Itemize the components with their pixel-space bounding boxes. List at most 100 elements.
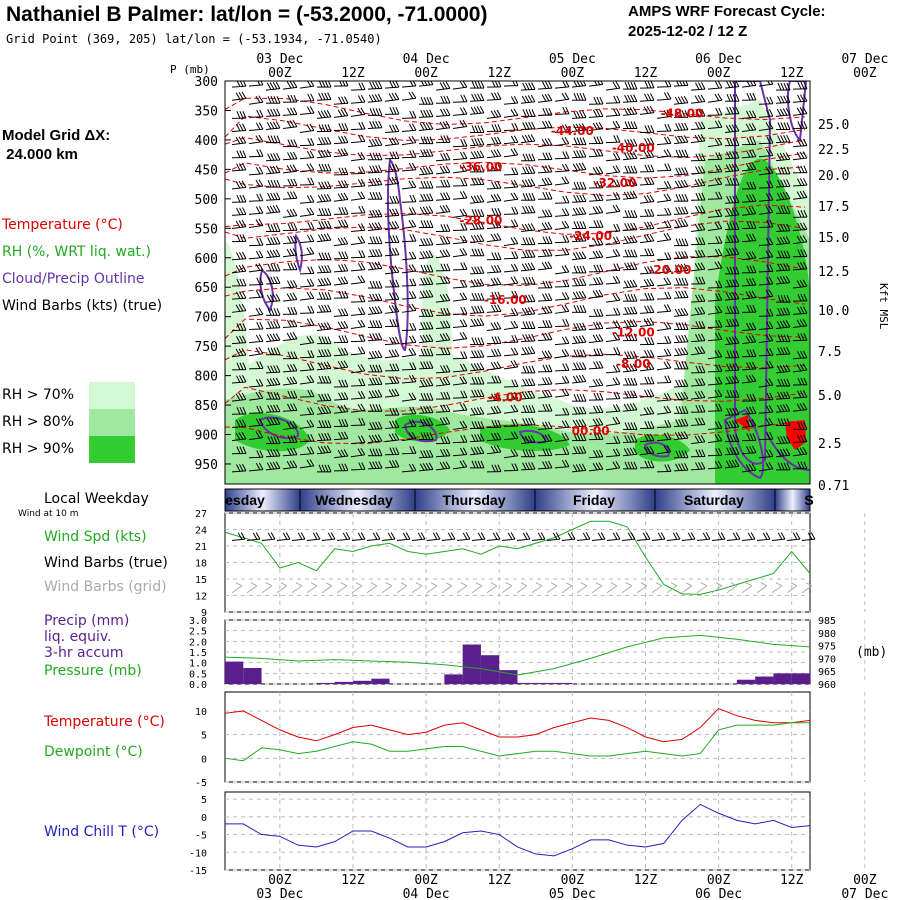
barb-flag (612, 377, 618, 385)
barb-flag (479, 362, 485, 370)
barb-flag (290, 262, 295, 270)
wind-barb (622, 178, 638, 187)
wind-barb (401, 374, 417, 384)
wind-barb (435, 436, 451, 445)
wind-barb (248, 250, 264, 260)
barb-staff (418, 116, 434, 118)
wind-barb (725, 266, 740, 275)
barb-flag (663, 136, 669, 144)
barb-flag (310, 93, 315, 101)
barb-flag (751, 290, 757, 298)
barb-flag (751, 206, 757, 214)
barb-flag (542, 120, 547, 129)
barb-flag (777, 95, 782, 104)
barb-flag (666, 232, 672, 240)
barb-flag (309, 234, 315, 242)
barb-staff (588, 115, 604, 118)
barb-flag (426, 450, 431, 458)
barb-flag (667, 464, 672, 472)
barb-flag (768, 462, 774, 470)
barb-flag (564, 176, 570, 184)
barb-staff (282, 170, 297, 174)
barb-flag (462, 107, 468, 115)
wind-barb (282, 403, 298, 412)
barb-staff (435, 371, 451, 374)
barb-flag (238, 136, 244, 144)
wind-barb (588, 360, 604, 370)
barb-flag (439, 249, 445, 258)
barb-flag (545, 209, 550, 217)
kft-tick-label: 0.71 (818, 479, 849, 494)
wind-barb (248, 418, 264, 427)
barb-staff (384, 382, 400, 385)
barb-flag (524, 391, 530, 399)
barb-flag (562, 106, 567, 115)
barb-flag (371, 94, 377, 102)
barb-flag (615, 320, 621, 328)
wind-barb (469, 266, 485, 275)
wind-barb (333, 123, 349, 131)
barb-flag (783, 462, 788, 471)
barb-staff (435, 243, 451, 246)
wind-barb (350, 378, 366, 387)
barb-flag (575, 375, 581, 383)
barb-flag (443, 135, 448, 143)
barb-flag (490, 278, 496, 286)
barb-flag (267, 449, 272, 457)
barb-staff (469, 240, 484, 244)
barb-flag (576, 349, 581, 357)
barb-flag (272, 294, 278, 302)
barb-flag (462, 420, 468, 428)
barb-flag (726, 389, 731, 398)
barb-flag (746, 150, 751, 158)
wind-barb (554, 195, 570, 204)
wind-barb (401, 335, 417, 345)
wind-barb (656, 149, 672, 159)
wind-barb (792, 151, 808, 161)
barb-staff (758, 411, 773, 414)
wind-barb (333, 263, 349, 273)
wind-barb (486, 252, 502, 261)
barb-flag (476, 234, 482, 242)
barb-flag (446, 236, 451, 244)
barb-flag (289, 81, 295, 88)
barb-flag (258, 430, 264, 438)
wind-barb (401, 219, 417, 229)
barb-staff (690, 396, 705, 400)
barb-flag (420, 309, 425, 317)
barb-flag (799, 447, 805, 455)
wind-barb-grid (276, 582, 288, 594)
p-tick-label: 450 (195, 163, 218, 178)
wind-barb (333, 108, 349, 118)
barb-flag (377, 350, 383, 358)
barb-flag (748, 251, 754, 259)
wind-barb (299, 138, 315, 147)
barb-flag (684, 418, 689, 426)
barb-flag (718, 236, 723, 244)
barb-flag (579, 194, 584, 202)
barb-flag (615, 152, 621, 160)
barb-flag (765, 122, 771, 130)
wind-barb (316, 220, 332, 229)
barb-staff (520, 424, 536, 426)
barb-staff (741, 368, 757, 371)
barb-staff (554, 86, 569, 89)
barb-flag (548, 377, 553, 385)
time-tick-label: 12Z (487, 66, 511, 81)
barb-flag (797, 262, 802, 270)
barb-flag (324, 252, 329, 260)
wind-barb (741, 162, 757, 172)
barb-flag (258, 378, 264, 387)
barb-flag (371, 434, 377, 442)
wind-barb (401, 162, 417, 172)
barb-flag (752, 393, 757, 402)
wind-barb (368, 404, 383, 412)
wind-barb (537, 320, 553, 328)
wind-barb (537, 236, 553, 245)
barb-flag (715, 236, 720, 244)
barb-staff (367, 171, 383, 174)
barb-staff (605, 422, 620, 426)
barb-flag (749, 304, 754, 313)
barb-flag (578, 251, 584, 259)
barb-staff (486, 199, 501, 203)
